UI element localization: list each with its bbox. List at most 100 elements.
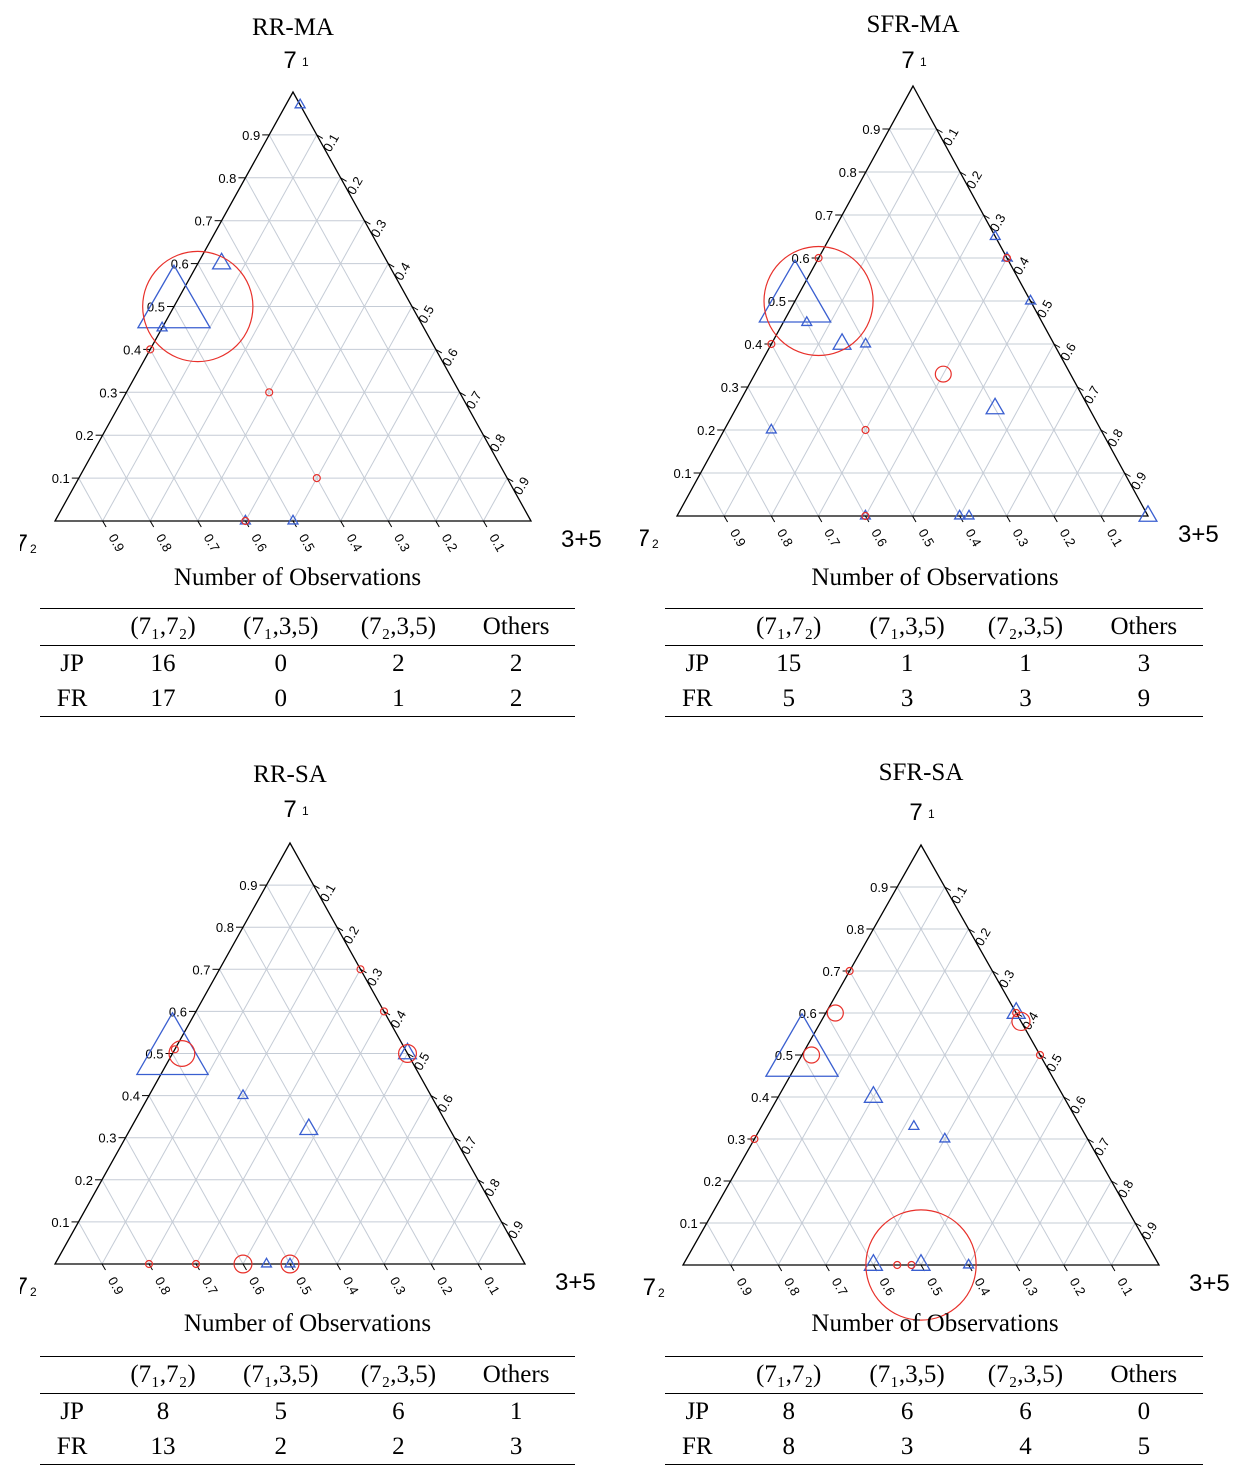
tick-mark <box>1006 515 1011 523</box>
tick-mark <box>506 477 514 483</box>
triangle-marker <box>984 396 1006 415</box>
table-cell: 5 <box>274 1397 287 1425</box>
tick-mark <box>242 1263 247 1271</box>
grid-line <box>482 477 508 522</box>
table-row: JP 8 5 6 1 <box>40 1394 575 1430</box>
data-markers <box>136 97 321 526</box>
tick-label: 0.1 <box>320 131 342 154</box>
tick-mark <box>1111 1180 1118 1185</box>
tick-label: 0.5 <box>1034 297 1056 320</box>
tick-mark <box>968 928 975 933</box>
grid-line <box>125 1137 197 1265</box>
circle-marker <box>265 388 274 397</box>
tick-mark <box>992 970 999 975</box>
circle-marker <box>397 1043 418 1064</box>
column-header: (7₁,3,5) <box>847 1356 967 1394</box>
vertex-label-top-subscript: 1 <box>928 807 935 821</box>
table-cell: 6 <box>392 1397 405 1425</box>
triangle-marker <box>962 1257 975 1269</box>
table-cell: 3 <box>847 1429 967 1465</box>
tick-label: 0.1 <box>948 883 970 906</box>
triangle-marker <box>155 320 169 332</box>
grid-line <box>430 1179 479 1265</box>
grid-line <box>78 1221 103 1265</box>
table-cell: 2 <box>457 681 575 717</box>
data-markers <box>135 965 418 1274</box>
triangle-marker <box>1024 294 1037 305</box>
grid-line <box>1015 1138 1089 1266</box>
triangle-marker <box>907 1119 920 1131</box>
tick-label: 0.8 <box>846 922 864 937</box>
tick-label: 0.3 <box>387 1274 409 1297</box>
table-row: JP 15 1 1 3 <box>665 646 1203 682</box>
tick-label: 0.3 <box>367 217 389 240</box>
tick-label: 0.6 <box>248 531 270 554</box>
column-header: (7₁,7₂) <box>729 608 848 646</box>
tick-mark <box>912 515 917 523</box>
grid-line <box>195 969 361 1265</box>
column-header: Others <box>1084 1356 1203 1394</box>
tick-mark <box>1087 1138 1094 1143</box>
column-header: (7₂,3,5) <box>339 1356 458 1394</box>
tick-mark <box>477 1179 485 1184</box>
tick-mark <box>1110 1264 1116 1272</box>
tick-label: 0.6 <box>434 1092 456 1115</box>
table-cell: 1 <box>339 681 458 717</box>
table-cell: 3 <box>847 681 967 717</box>
tick-label: 0.6 <box>876 1275 898 1298</box>
tick-label: 0.2 <box>75 1173 93 1188</box>
tick-label: 0.4 <box>123 342 141 357</box>
triangle-marker <box>989 229 1002 241</box>
grid-line <box>801 1054 922 1266</box>
observations-table: (7₁,7₂) (7₁,3,5) (7₂,3,5) Others JP 8 6 6 0 FR 8 3 4… <box>665 1356 1203 1465</box>
tick-label: 0.9 <box>505 1218 527 1241</box>
chart-title: RR-MA <box>252 14 334 41</box>
grid <box>78 884 502 1265</box>
tick-label: 0.8 <box>216 920 234 935</box>
vertex-label-top: 7 <box>901 47 914 74</box>
grid-line <box>149 349 246 522</box>
tick-label: 0.9 <box>1138 1219 1160 1242</box>
grid-line <box>817 214 984 517</box>
tick-label: 0.8 <box>1104 426 1126 449</box>
table-cell: 13 <box>104 1429 222 1465</box>
table-cell: 6 <box>900 1397 914 1425</box>
tick-mark <box>101 1263 106 1271</box>
chart-title: SFR-MA <box>866 11 959 38</box>
column-header: (7₂,3,5) <box>966 608 1085 646</box>
tick-mark <box>430 1263 435 1271</box>
vertex-label-right: 3+5 <box>1178 521 1219 548</box>
tick-label: 0.7 <box>1081 383 1103 406</box>
tick-label: 0.6 <box>799 1006 817 1021</box>
tick-mark <box>313 884 320 890</box>
tick-label: 0.6 <box>1067 1093 1089 1116</box>
tick-label: 0.1 <box>1104 526 1126 549</box>
grid-line <box>102 434 151 522</box>
table-row: FR 5 3 3 9 <box>665 681 1203 717</box>
grid-line <box>125 392 199 522</box>
table-row: JP 16 0 2 2 <box>40 646 575 682</box>
table-row: FR 17 0 1 2 <box>40 681 575 717</box>
circle-marker <box>1002 253 1012 263</box>
vertex-label-top-subscript: 1 <box>302 804 309 818</box>
column-header: Others <box>457 608 575 646</box>
tick-label: 0.2 <box>340 923 362 946</box>
tick-mark <box>364 220 371 225</box>
tick-label: 0.7 <box>195 214 213 229</box>
tick-mark <box>336 926 344 932</box>
grid-line <box>268 134 484 522</box>
tick-label: 0.7 <box>1091 1135 1113 1158</box>
ternary-plot-sfr-sa: SFR-SA0.10.10.10.20.20.20.30.30.30.40.40… <box>643 759 1230 1321</box>
triangle-marker <box>831 332 853 350</box>
triangle-marker <box>953 509 966 520</box>
tick-label: 0.8 <box>774 526 796 549</box>
circle-marker <box>170 1045 179 1054</box>
tick-label: 0.2 <box>697 423 715 438</box>
tick-mark <box>387 263 395 268</box>
table-corner <box>40 1356 105 1394</box>
data-markers <box>758 229 1159 522</box>
circle-marker <box>767 339 776 349</box>
grid-line <box>959 343 1055 517</box>
tick-mark <box>435 520 440 528</box>
vertex-label-left-subscript: 2 <box>658 1286 665 1300</box>
